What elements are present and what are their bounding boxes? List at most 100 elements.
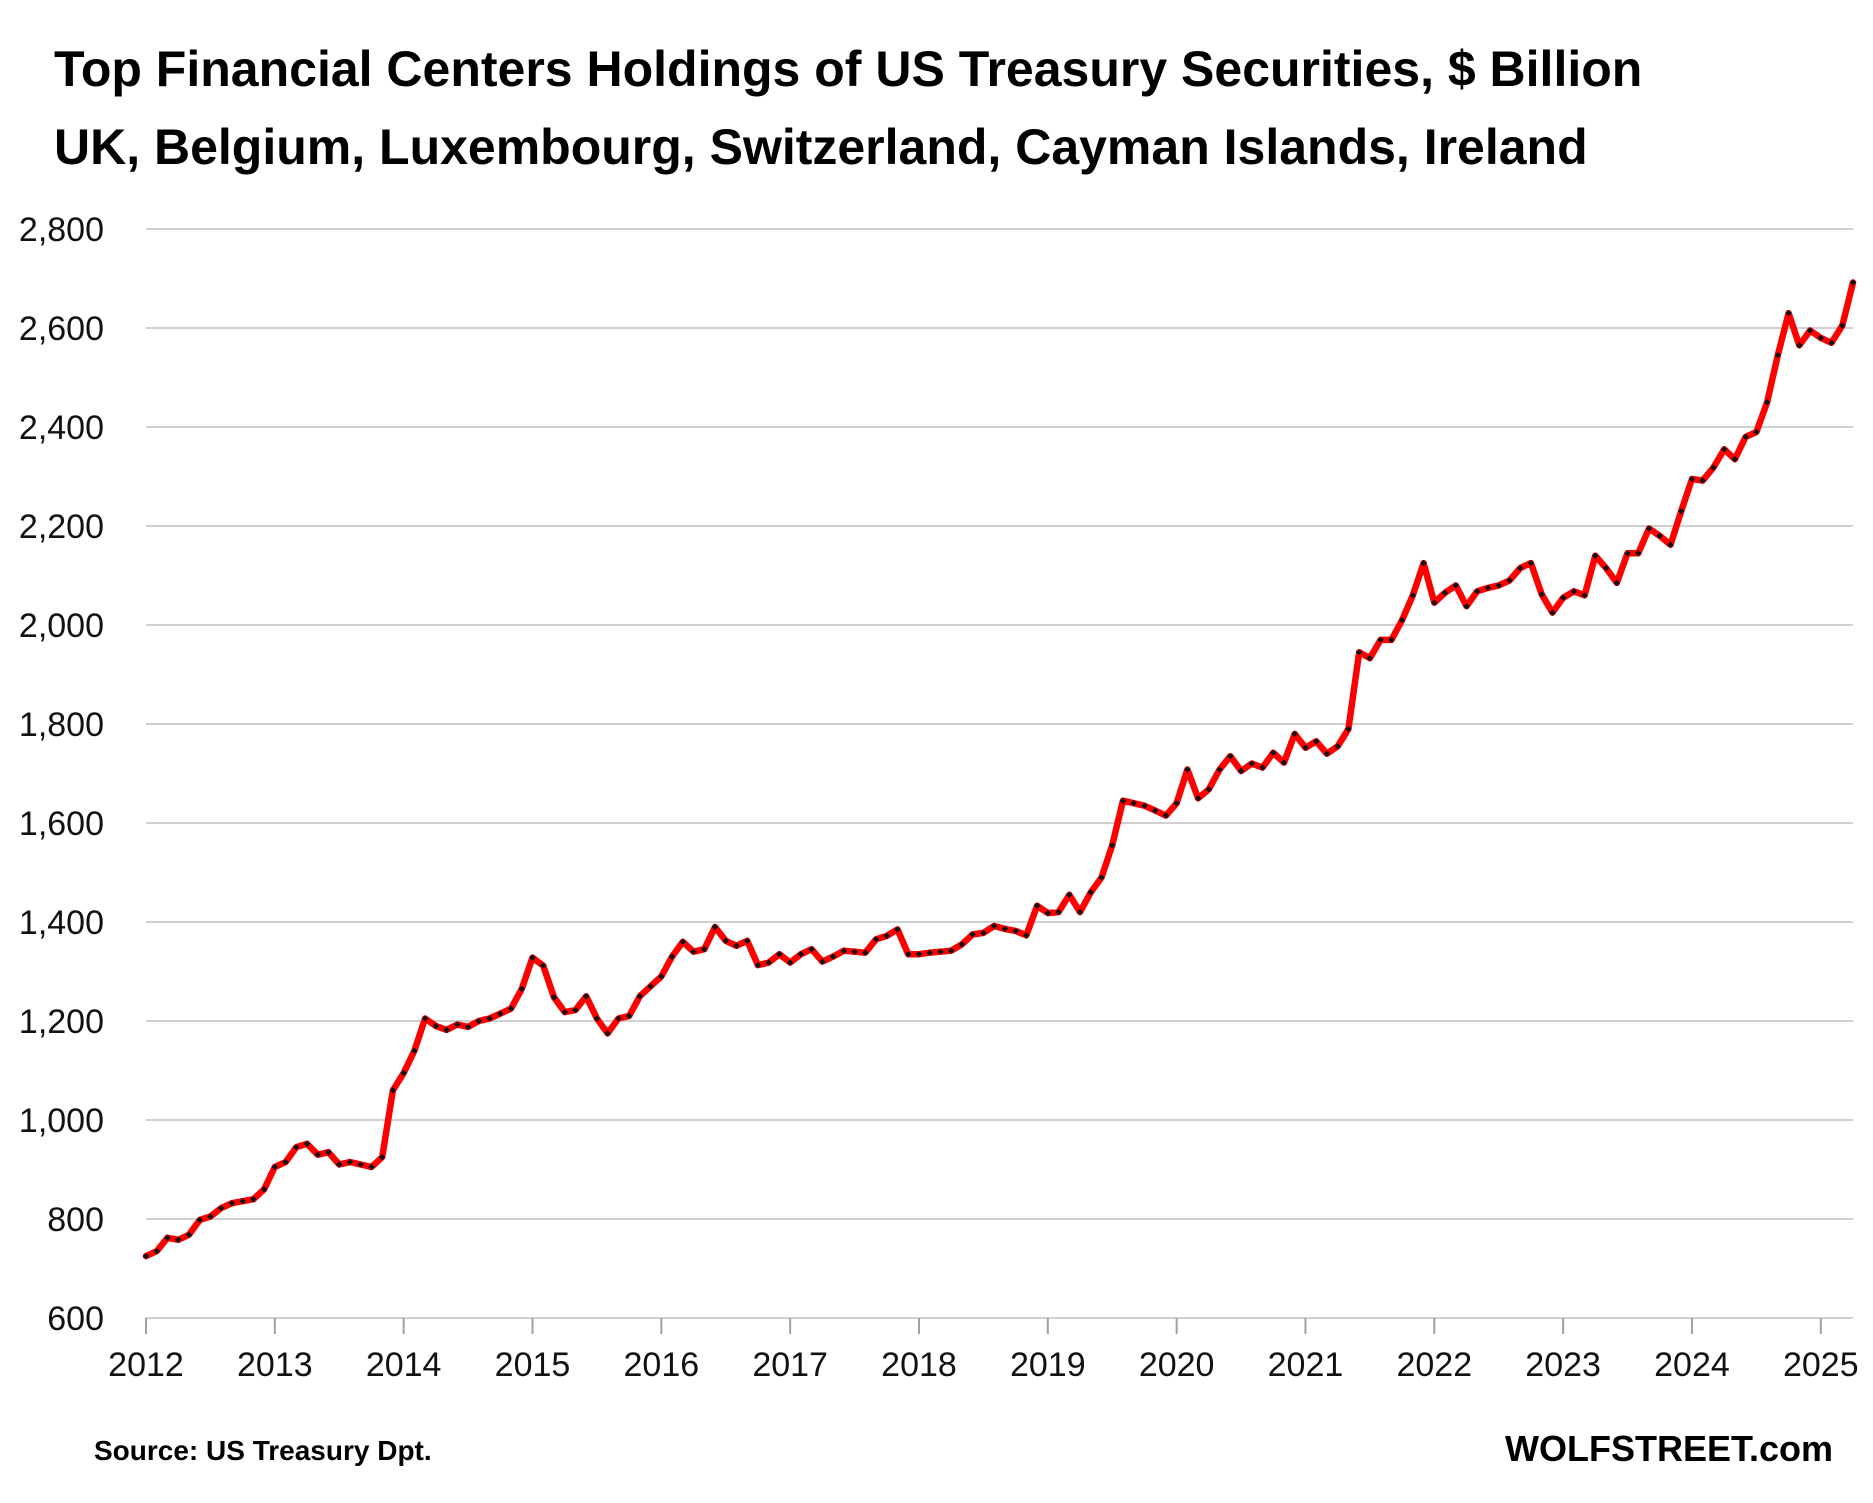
x-tick-label: 2018 (881, 1346, 957, 1384)
data-point (239, 1197, 246, 1205)
series-line (142, 279, 1857, 1260)
y-tick-label: 1,400 (19, 904, 104, 942)
data-point (786, 959, 794, 966)
x-tick-label: 2013 (237, 1346, 313, 1384)
data-point (1184, 766, 1191, 773)
data-point (1785, 309, 1792, 317)
data-point (915, 950, 923, 958)
data-point (432, 1022, 440, 1030)
data-point (1151, 807, 1159, 814)
data-point (1613, 579, 1621, 587)
data-point (561, 1008, 568, 1016)
data-point (1753, 428, 1760, 436)
x-tick-label: 2025 (1783, 1346, 1859, 1384)
y-tick-label: 2,600 (19, 310, 104, 348)
x-tick-label: 2024 (1654, 1346, 1730, 1384)
data-point (1098, 874, 1105, 881)
data-point (754, 961, 762, 969)
data-point (990, 922, 998, 930)
data-point (1452, 582, 1459, 589)
data-point (1549, 609, 1556, 616)
data-point (1398, 616, 1406, 624)
data-point (1796, 342, 1803, 349)
data-point (1141, 802, 1148, 809)
data-point (1656, 532, 1663, 540)
data-point (625, 1012, 633, 1020)
data-point (1066, 891, 1073, 898)
y-axis: 600 800 1,000 1,200 1,400 1,600 1,800 2,000 2,20… (19, 211, 104, 1338)
data-point (378, 1153, 386, 1161)
data-point (604, 1030, 611, 1037)
data-point (271, 1163, 279, 1171)
y-tick-label: 1,200 (19, 1003, 104, 1041)
data-point (540, 962, 547, 969)
y-tick-label: 2,400 (19, 409, 104, 447)
data-point (475, 1017, 483, 1025)
data-point (325, 1148, 332, 1156)
x-tick-label: 2014 (366, 1346, 442, 1384)
data-point (733, 942, 740, 949)
data-point (744, 937, 751, 945)
chart-subtitle: UK, Belgium, Luxembourg, Switzerland, Ca… (54, 119, 1588, 175)
data-point (1720, 446, 1728, 453)
data-point (1527, 559, 1535, 567)
data-point (368, 1163, 375, 1171)
data-point (464, 1023, 472, 1031)
data-point (1087, 889, 1094, 896)
data-point (647, 983, 654, 990)
data-point (1839, 322, 1846, 329)
y-tick-label: 1,800 (19, 706, 104, 744)
x-tick-label: 2015 (495, 1346, 571, 1384)
data-point (389, 1087, 397, 1094)
data-point (894, 926, 901, 933)
x-tick-label: 2017 (752, 1346, 828, 1384)
data-point (1763, 399, 1771, 406)
data-point (851, 948, 858, 955)
chart-title: Top Financial Centers Holdings of US Tre… (54, 41, 1643, 97)
data-point (1742, 433, 1749, 441)
data-point (1602, 564, 1610, 572)
data-point (1699, 477, 1706, 484)
data-point (572, 1006, 579, 1014)
y-tick-label: 2,000 (19, 607, 104, 645)
data-point (819, 958, 826, 965)
y-tick-label: 1,000 (19, 1102, 104, 1140)
data-point (1012, 927, 1019, 935)
data-point (872, 936, 880, 943)
data-point (217, 1204, 225, 1212)
data-point (1355, 649, 1363, 656)
data-point (1581, 592, 1588, 599)
data-point (1506, 577, 1513, 584)
data-point (1291, 730, 1298, 738)
data-point (1130, 800, 1137, 807)
data-point (421, 1015, 429, 1022)
data-point (443, 1026, 450, 1034)
brand-watermark: WOLFSTREET.com (1504, 1428, 1833, 1469)
data-point (1119, 797, 1127, 804)
data-point (636, 993, 644, 1000)
data-point (883, 932, 890, 940)
data-point (926, 949, 933, 956)
data-point (1237, 767, 1245, 775)
data-point (1645, 525, 1653, 532)
data-point (314, 1151, 321, 1158)
gridlines (146, 228, 1853, 1220)
data-point (164, 1234, 171, 1242)
data-point (1463, 602, 1470, 610)
data-point (797, 950, 805, 958)
data-point (765, 959, 772, 966)
data-point (1280, 759, 1288, 766)
data-point (282, 1158, 289, 1166)
data-point (1270, 749, 1277, 756)
data-point (550, 994, 558, 1001)
data-point (336, 1161, 343, 1168)
chart-title-block: Top Financial Centers Holdings of US Tre… (54, 30, 1642, 186)
data-point (776, 950, 783, 958)
data-point (454, 1021, 461, 1028)
data-point (905, 950, 912, 958)
data-point (679, 938, 686, 945)
data-point (518, 985, 525, 993)
data-point (529, 954, 536, 961)
data-point (947, 947, 955, 954)
data-point (1635, 550, 1642, 557)
